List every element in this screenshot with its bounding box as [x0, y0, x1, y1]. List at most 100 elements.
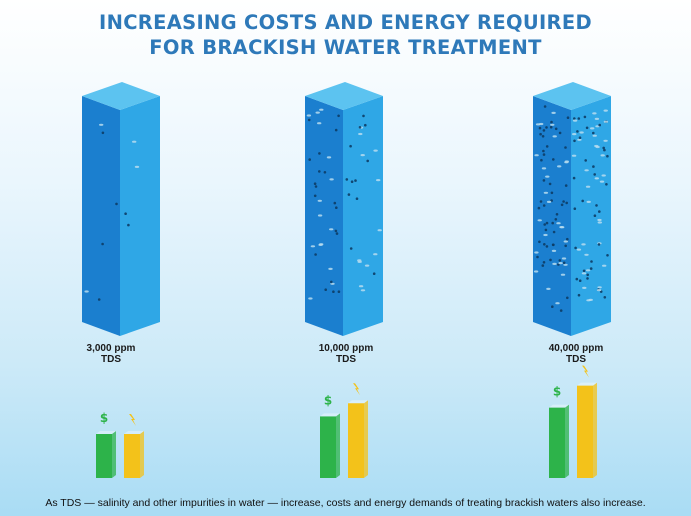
particle [573, 117, 576, 120]
particle [326, 156, 332, 159]
particle [582, 269, 586, 273]
particle [324, 288, 328, 292]
particle [372, 272, 376, 276]
particle [564, 184, 568, 187]
particle [564, 160, 569, 163]
particle [318, 243, 323, 246]
particle [538, 240, 541, 244]
cost-bar-side [565, 404, 569, 478]
particle [335, 206, 338, 209]
particle [581, 243, 586, 246]
particle [599, 180, 605, 183]
particle [377, 229, 382, 232]
particle [573, 139, 576, 143]
particle [559, 309, 563, 312]
impurity-particles [533, 105, 609, 312]
particle [597, 243, 601, 246]
particle [555, 302, 560, 305]
lightning-bolt-icon [582, 365, 589, 378]
particle [575, 277, 579, 281]
particle [545, 175, 550, 178]
tds-concentration: 10,000 ppm [318, 343, 374, 354]
particle [602, 264, 607, 267]
particle [555, 213, 559, 216]
particle [550, 123, 555, 126]
particle [603, 109, 608, 112]
column-side-face [120, 96, 160, 336]
particle [574, 246, 577, 250]
particle [332, 290, 335, 294]
energy-bar-side [364, 400, 368, 478]
particle [582, 286, 587, 289]
impurity-particles [306, 108, 382, 300]
particle [602, 146, 605, 150]
tds-concentration: 40,000 ppm [548, 343, 604, 354]
particle [101, 242, 104, 246]
particle [600, 154, 605, 157]
particle [546, 287, 551, 290]
particle [566, 237, 569, 241]
tds-unit: TDS [336, 354, 356, 365]
particle [330, 282, 335, 285]
particle [566, 296, 569, 300]
particle [552, 262, 557, 265]
particle [603, 120, 609, 123]
particle [101, 131, 105, 135]
particle [354, 179, 357, 182]
indicator-group-high: $ [549, 365, 597, 478]
particle [543, 223, 546, 226]
particle [552, 243, 555, 247]
cost-bar [320, 413, 340, 478]
particle [535, 123, 541, 126]
particle [550, 191, 554, 195]
particle [543, 243, 546, 246]
particle [550, 120, 553, 124]
cost-bar-front [549, 407, 565, 478]
particle [329, 228, 334, 231]
particle [593, 214, 597, 217]
lightning-bolt-icon [353, 383, 360, 396]
particle [537, 206, 541, 210]
dollar-icon: $ [553, 385, 561, 399]
particle [577, 117, 581, 120]
column-top-face [533, 82, 611, 110]
particle [310, 245, 316, 248]
particle [558, 259, 562, 262]
particle [590, 260, 593, 263]
particle [563, 240, 568, 243]
particle [596, 289, 602, 292]
particle [333, 201, 337, 205]
particle [317, 199, 322, 202]
particle [566, 116, 570, 119]
particle [583, 115, 587, 119]
particle [597, 221, 602, 224]
particle [552, 158, 555, 161]
particle [319, 108, 324, 111]
particle [84, 290, 89, 293]
particle [551, 221, 554, 225]
particle [347, 193, 351, 196]
dollar-icon: $ [324, 393, 332, 407]
energy-bar-side [140, 431, 144, 478]
cost-bar-top [96, 431, 116, 434]
particle [314, 185, 318, 188]
particle [542, 129, 546, 132]
particle [586, 299, 591, 302]
particle [314, 253, 317, 256]
particle [315, 111, 320, 114]
particle [534, 251, 539, 254]
particle [364, 264, 370, 267]
tds-label-medium: 10,000 ppm TDS [286, 343, 406, 365]
particle [540, 158, 543, 162]
particle [592, 131, 595, 135]
particle [373, 149, 378, 152]
particle [334, 128, 338, 132]
particle [349, 144, 352, 148]
energy-bar [124, 431, 144, 478]
particle [552, 230, 556, 234]
particle [551, 305, 554, 309]
particle [597, 218, 602, 222]
particle [541, 167, 547, 170]
particle [308, 297, 313, 300]
particle [350, 180, 354, 183]
